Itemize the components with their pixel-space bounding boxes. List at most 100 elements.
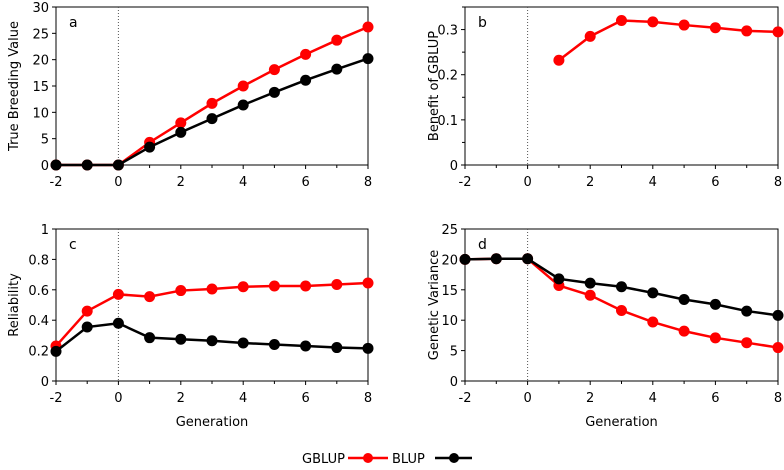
data-point-blup <box>206 113 218 125</box>
legend: GBLUP BLUP <box>302 452 472 467</box>
data-point-gblup <box>81 305 93 317</box>
series-gblup <box>459 253 784 354</box>
data-point-blup <box>81 321 93 333</box>
data-point-blup <box>300 340 312 352</box>
data-point-gblup <box>772 342 784 354</box>
data-point-blup <box>112 317 124 329</box>
data-point-gblup <box>144 291 156 303</box>
data-point-blup <box>112 159 124 171</box>
y-tick-label: 0.3 <box>437 24 458 39</box>
x-tick-label: 8 <box>364 391 372 406</box>
x-tick-label: 0 <box>114 175 122 190</box>
data-point-gblup <box>741 25 753 37</box>
x-tick-label: 6 <box>711 175 719 190</box>
data-point-blup <box>268 339 280 351</box>
x-tick-label: -2 <box>459 175 472 190</box>
data-point-gblup <box>300 280 312 292</box>
data-point-blup <box>175 333 187 345</box>
x-tick-label: -2 <box>50 391 63 406</box>
x-axis-label: Generation <box>176 415 249 430</box>
x-tick-label: 4 <box>239 175 247 190</box>
data-point-gblup <box>741 337 753 349</box>
y-tick-label: 0 <box>450 159 458 174</box>
panel-label: d <box>478 237 487 253</box>
data-point-gblup <box>268 280 280 292</box>
x-tick-label: 8 <box>774 175 782 190</box>
data-point-blup <box>741 305 753 317</box>
data-point-blup <box>50 345 62 357</box>
data-point-blup <box>772 309 784 321</box>
data-point-blup <box>144 141 156 153</box>
data-point-gblup <box>331 34 343 46</box>
x-tick-label: -2 <box>50 175 63 190</box>
data-point-gblup <box>300 48 312 60</box>
data-point-gblup <box>584 30 596 42</box>
legend-marker-gblup <box>363 453 373 463</box>
data-point-blup <box>237 337 249 349</box>
x-tick-label: 8 <box>364 175 372 190</box>
y-tick-label: 15 <box>32 80 49 95</box>
series-blup <box>459 253 784 321</box>
y-tick-label: 0.8 <box>28 253 49 268</box>
plot-frame <box>464 6 779 166</box>
x-tick-label: 2 <box>177 175 185 190</box>
x-tick-label: 4 <box>649 175 657 190</box>
data-point-gblup <box>175 285 187 297</box>
data-point-blup <box>237 99 249 111</box>
y-tick-label: 1 <box>41 223 49 238</box>
y-tick-label: 5 <box>450 345 458 360</box>
series-line-gblup <box>56 25 369 167</box>
data-point-blup <box>647 287 659 299</box>
data-point-gblup <box>678 325 690 337</box>
data-point-blup <box>331 63 343 75</box>
x-tick-label: 0 <box>114 391 122 406</box>
legend-label-gblup: GBLUP <box>302 452 345 466</box>
x-tick-label: 0 <box>523 175 531 190</box>
data-point-gblup <box>331 278 343 290</box>
y-tick-label: 25 <box>32 27 49 42</box>
data-point-blup <box>50 159 62 171</box>
data-point-blup <box>144 332 156 344</box>
data-point-blup <box>206 335 218 347</box>
data-point-blup <box>459 253 471 265</box>
y-tick-label: 0.4 <box>28 314 49 329</box>
data-point-blup <box>331 342 343 354</box>
x-tick-label: 4 <box>649 391 657 406</box>
data-point-gblup <box>237 281 249 293</box>
series-line-gblup <box>464 257 779 349</box>
data-point-blup <box>553 273 565 285</box>
y-tick-label: 10 <box>32 106 49 121</box>
data-point-gblup <box>647 316 659 328</box>
y-tick-label: 0 <box>41 375 49 390</box>
data-point-gblup <box>175 117 187 129</box>
data-point-gblup <box>709 332 721 344</box>
data-point-blup <box>678 294 690 306</box>
data-point-gblup <box>206 97 218 109</box>
y-tick-label: 10 <box>441 314 458 329</box>
data-point-blup <box>268 86 280 98</box>
data-point-gblup <box>268 64 280 76</box>
y-tick-label: 0 <box>450 375 458 390</box>
x-tick-label: 2 <box>177 391 185 406</box>
data-point-gblup <box>772 26 784 38</box>
x-tick-label: 8 <box>774 391 782 406</box>
x-tick-label: -2 <box>459 391 472 406</box>
data-point-blup <box>362 53 374 65</box>
x-tick-label: 6 <box>301 175 309 190</box>
y-tick-label: 20 <box>32 54 49 69</box>
y-tick-label: 20 <box>441 253 458 268</box>
panel-label: b <box>478 15 487 31</box>
data-point-blup <box>81 159 93 171</box>
x-axis-label: Generation <box>585 415 658 430</box>
data-point-blup <box>709 298 721 310</box>
data-point-gblup <box>616 15 627 27</box>
data-point-gblup <box>709 22 721 34</box>
data-point-blup <box>362 342 374 354</box>
data-point-gblup <box>647 16 659 28</box>
y-axis-label: Genetic Variance <box>427 250 442 360</box>
y-tick-label: 0.2 <box>437 69 458 84</box>
y-tick-label: 0.2 <box>28 345 49 360</box>
